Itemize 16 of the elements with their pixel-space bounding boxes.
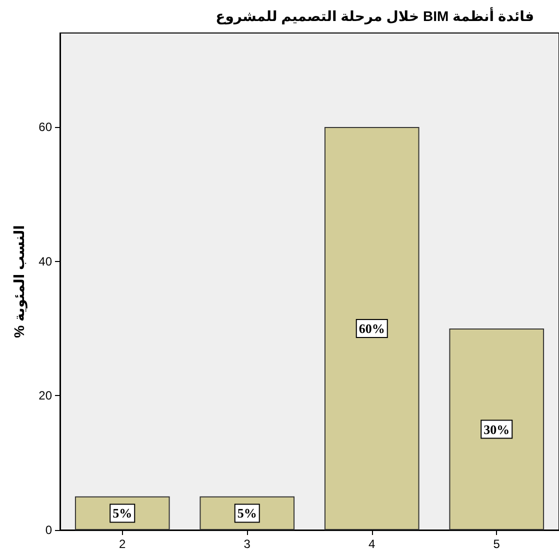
chart-title: فائدة أنظمة BIM خلال مرحلة التصميم للمشروع	[216, 7, 534, 25]
x-tick-label: 2	[119, 537, 126, 551]
y-tick-label: 0	[45, 523, 52, 537]
data-label: 5%	[112, 506, 132, 521]
y-axis-title: النسب المئوية %	[11, 225, 28, 338]
y-tick-label: 20	[38, 388, 52, 403]
data-label: 30%	[484, 422, 510, 437]
bar	[449, 328, 544, 530]
bar	[324, 127, 420, 530]
y-tick-label: 60	[38, 120, 52, 134]
x-tick-label: 5	[493, 537, 500, 551]
data-label: 60%	[358, 321, 385, 336]
x-tick-label: 4	[368, 537, 376, 551]
x-tick-label: 3	[244, 537, 251, 551]
y-tick-label: 40	[38, 254, 52, 268]
data-label: 5%	[237, 506, 257, 521]
